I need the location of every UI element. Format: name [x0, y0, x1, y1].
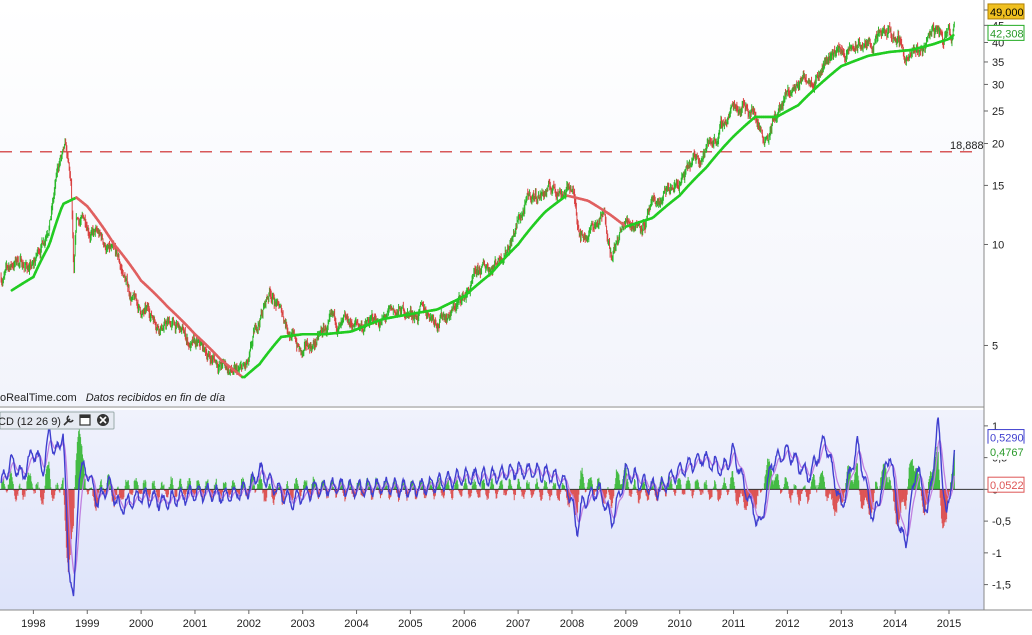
price-tick-label: 5: [992, 340, 998, 352]
x-tick-label: 2015: [937, 618, 961, 630]
macd-value-tag: 0,5290: [990, 433, 1024, 445]
price-tick-label: 25: [992, 106, 1004, 118]
window-icon-titlebar: [80, 415, 90, 418]
x-tick-label: 2014: [883, 618, 907, 630]
last-price-tag: 49,000: [990, 7, 1024, 19]
x-tick-label: 2012: [775, 618, 799, 630]
indicator-toolbar: CD (12 26 9): [0, 412, 114, 429]
x-tick-label: 2006: [452, 618, 476, 630]
macd-tick-label: -1,5: [992, 580, 1011, 592]
price-panel-background: [0, 2, 984, 406]
x-tick-label: 1998: [21, 618, 45, 630]
price-tick-label: 15: [992, 180, 1004, 192]
macd-tick-label: -0,5: [992, 516, 1011, 528]
x-tick-label: 2010: [667, 618, 691, 630]
source-note: Datos recibidos en fin de día: [86, 392, 225, 404]
close-icon[interactable]: [97, 414, 109, 426]
histogram-value-tag: 0,0522: [990, 480, 1024, 492]
x-tick-label: 2003: [290, 618, 314, 630]
x-tick-label: 2007: [506, 618, 530, 630]
x-tick-label: 2008: [560, 618, 584, 630]
x-tick-label: 2013: [829, 618, 853, 630]
window-icon[interactable]: [80, 415, 90, 425]
x-tick-label: 2009: [614, 618, 638, 630]
indicator-label: CD (12 26 9): [0, 416, 61, 428]
x-tick-label: 1999: [75, 618, 99, 630]
x-tick-label: 2001: [183, 618, 207, 630]
price-tick-label: 10: [992, 239, 1004, 251]
x-tick-label: 2000: [129, 618, 153, 630]
watermark-site: oRealTime.com: [0, 392, 77, 404]
price-tick-label: 35: [992, 57, 1004, 69]
macd-tick-label: -1: [992, 548, 1002, 560]
x-tick-label: 2005: [398, 618, 422, 630]
price-tick-label: 30: [992, 79, 1004, 91]
watermark-text: oRealTime.com Datos recibidos en fin de …: [0, 392, 225, 404]
level-label: 18,888: [950, 140, 984, 152]
signal-value-tag: 0,4767: [990, 447, 1024, 459]
price-tick-label: 20: [992, 138, 1004, 150]
moving-average-segment: [951, 35, 953, 37]
x-tick-label: 2011: [722, 618, 746, 630]
ma-value-tag: 42,308: [990, 28, 1024, 40]
x-tick-label: 2002: [237, 618, 261, 630]
x-tick-label: 2004: [344, 618, 368, 630]
